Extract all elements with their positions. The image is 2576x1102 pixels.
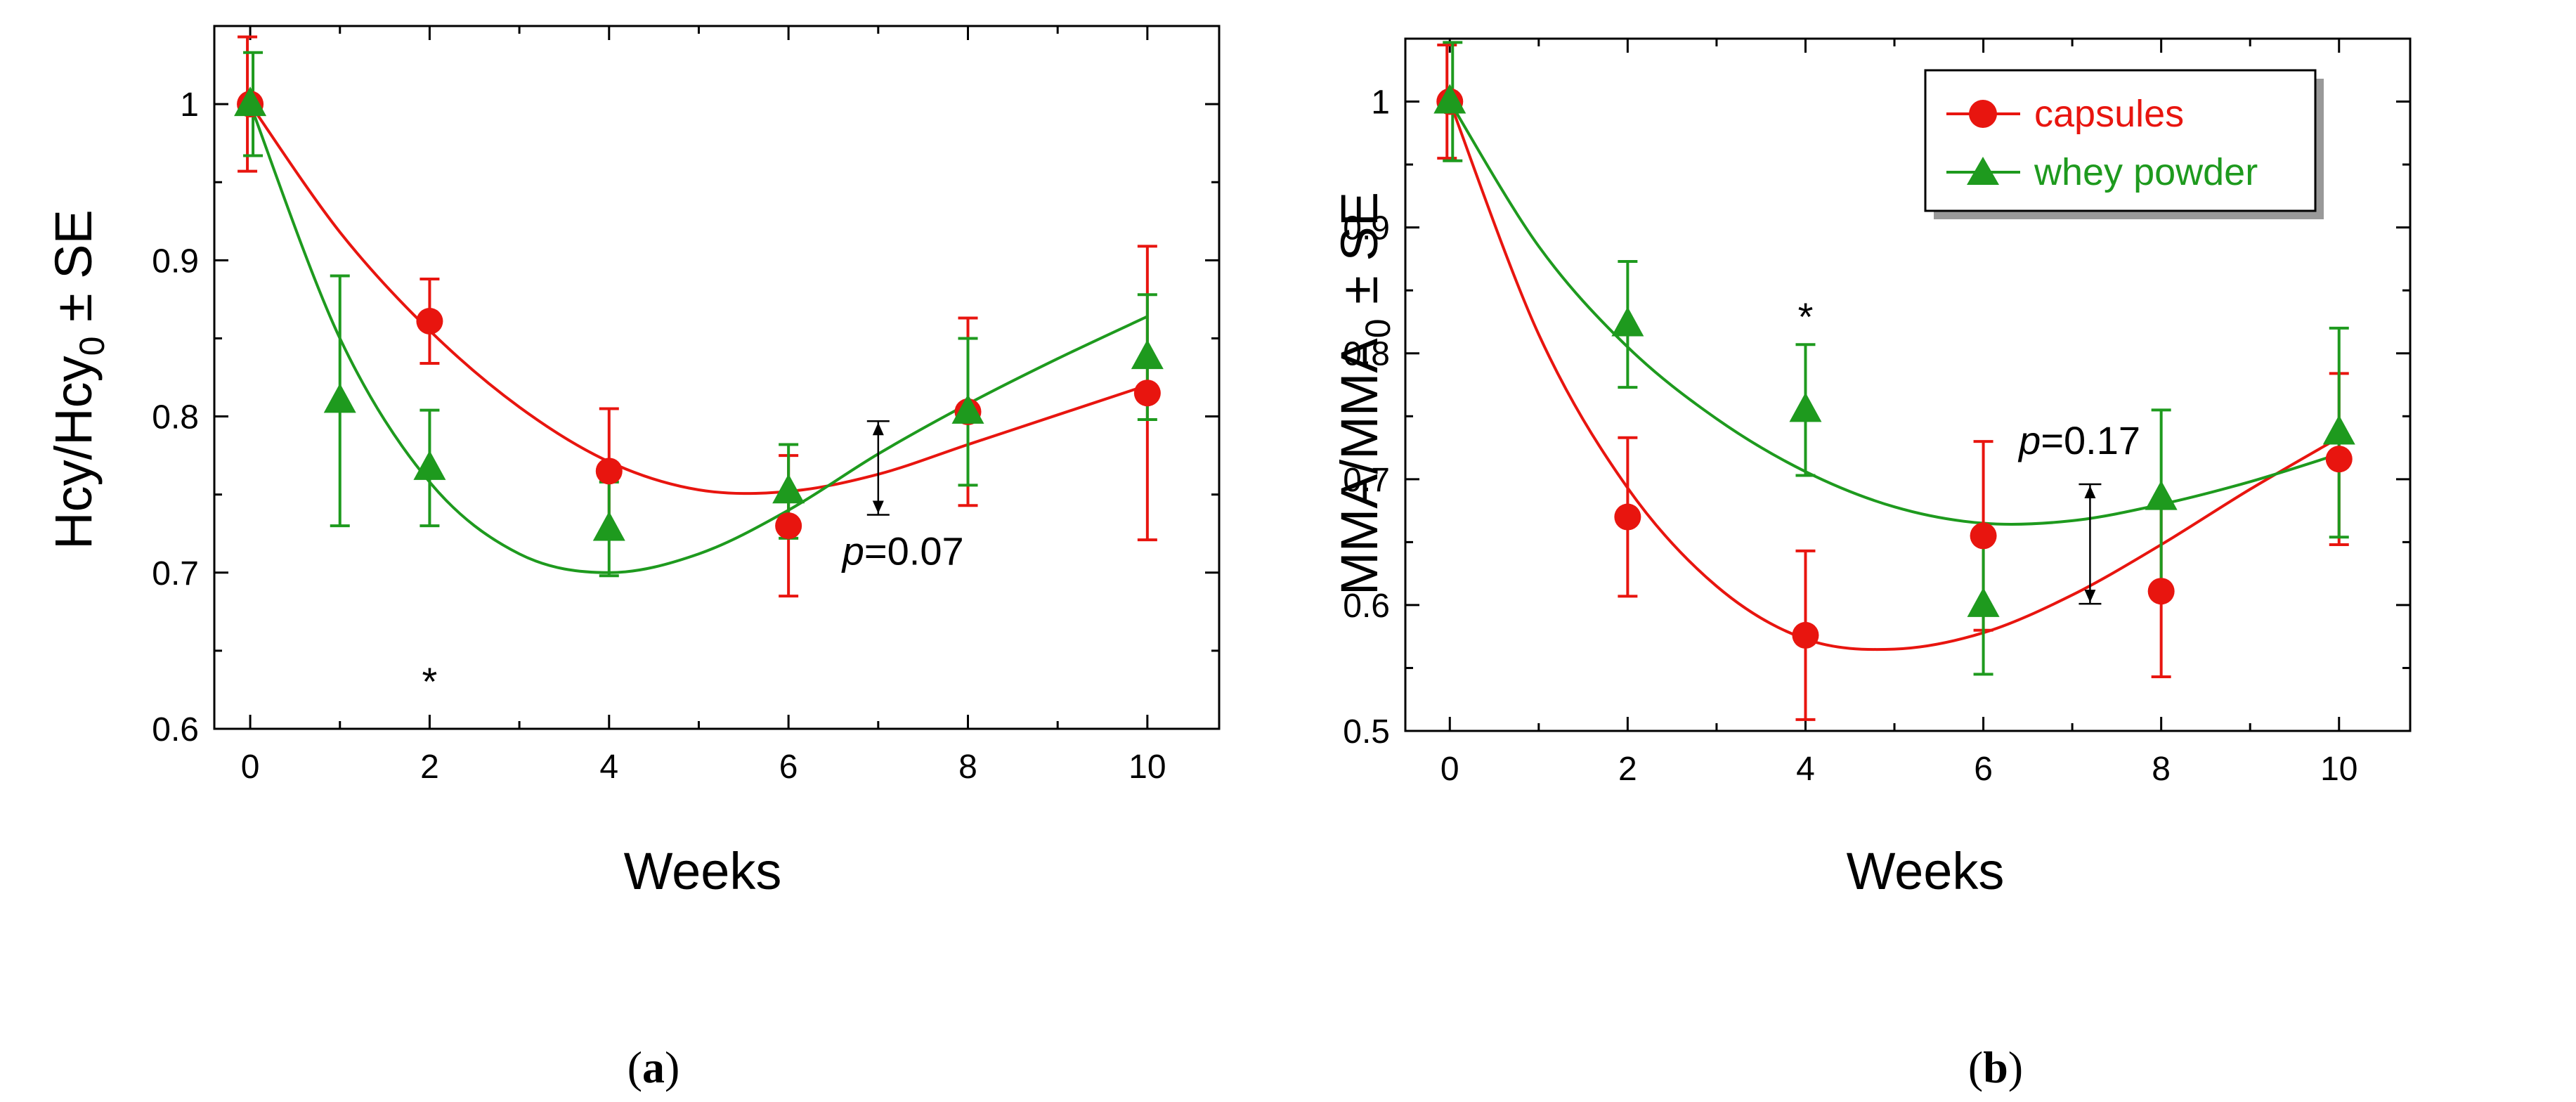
fit-curve-capsules xyxy=(1448,101,2340,652)
y-tick-label-a: 0.9 xyxy=(152,242,199,280)
point-whey-powder xyxy=(1611,306,1644,337)
data-marks-a xyxy=(234,35,1164,598)
point-capsules xyxy=(1792,621,1819,649)
point-whey-powder xyxy=(323,383,356,413)
x-axis-label-b: Weeks xyxy=(1847,842,2005,900)
p-bracket-a xyxy=(866,420,890,516)
fit-curves-b xyxy=(1448,101,2340,652)
data-marks-b xyxy=(1433,41,2355,721)
y-tick-label-b: 0.7 xyxy=(1343,462,1390,499)
p-value-a: p=0.07 xyxy=(841,529,964,573)
plot-frame-b xyxy=(1404,37,2412,732)
plot-frame-a xyxy=(213,25,1221,730)
x-tick-label-a: 4 xyxy=(599,748,618,786)
legend-box xyxy=(1924,69,2317,212)
legend-marker-capsules xyxy=(1969,100,1997,128)
bracket-arrow-up xyxy=(872,422,884,436)
y-tick-label-a: 0.7 xyxy=(152,555,199,592)
fit-curve-whey-powder xyxy=(1448,101,2340,526)
significance-star-a: * xyxy=(422,659,438,704)
point-whey-powder xyxy=(951,394,984,424)
point-whey-powder xyxy=(772,474,805,504)
y-tick-label-a: 0.6 xyxy=(152,711,199,748)
fit-curves-a xyxy=(249,103,1148,574)
point-capsules xyxy=(1614,503,1641,531)
point-whey-powder xyxy=(2145,480,2178,510)
panel-label-a: (a) xyxy=(627,1042,680,1092)
y-tick-label-a: 0.8 xyxy=(152,399,199,436)
x-tick-label-b: 2 xyxy=(1618,751,1637,788)
x-tick-label-b: 0 xyxy=(1440,751,1459,788)
panel-label-b: (b) xyxy=(1968,1042,2023,1092)
legend-label-capsules: capsules xyxy=(2034,93,2184,135)
x-tick-label-b: 10 xyxy=(2320,751,2357,788)
point-whey-powder xyxy=(1433,84,1466,114)
x-tick-label-b: 4 xyxy=(1796,751,1815,788)
point-capsules xyxy=(1970,522,1997,550)
y-axis-label-a: Hcy/Hcy0 ± SE xyxy=(44,209,112,550)
point-whey-powder xyxy=(1967,587,2000,617)
bracket-arrow-down xyxy=(2084,590,2096,603)
y-tick-label-b: 0.5 xyxy=(1343,713,1390,751)
bracket-arrow-up xyxy=(2084,485,2096,498)
chart-panel-a: 0 2 4 6 8 10 0.6 0.7 0.8 0.9 1 p=0.07 * Weeks Hcy/… xyxy=(44,25,1221,1092)
axis-ticks-b: 0 2 4 6 8 10 0.5 0.6 0.7 0.8 0.9 1 xyxy=(1343,37,2410,788)
fit-curve-whey-powder xyxy=(249,103,1148,574)
x-tick-label-a: 6 xyxy=(779,748,798,786)
point-whey-powder xyxy=(413,450,446,480)
x-tick-label-a: 10 xyxy=(1128,748,1166,786)
point-whey-powder xyxy=(1789,392,1822,422)
point-capsules xyxy=(2147,578,2175,605)
legend: capsules whey powder xyxy=(1924,69,2324,219)
axis-ticks-a: 0 2 4 6 8 10 0.6 0.7 0.8 0.9 1 xyxy=(152,25,1219,786)
significance-star-b: * xyxy=(1798,294,1814,339)
x-tick-label-a: 2 xyxy=(420,748,439,786)
p-bracket-b xyxy=(2079,483,2102,605)
y-tick-label-b: 0.6 xyxy=(1343,588,1390,625)
x-tick-label-a: 8 xyxy=(958,748,977,786)
point-whey-powder xyxy=(2322,415,2355,445)
fit-curve-capsules xyxy=(249,103,1148,495)
chart-panel-b: 0 2 4 6 8 10 0.5 0.6 0.7 0.8 0.9 1 p=0.17 * Weeks M… xyxy=(1330,37,2412,1092)
point-whey-powder xyxy=(234,86,267,117)
x-tick-label-b: 6 xyxy=(1974,751,1993,788)
y-tick-label-a: 1 xyxy=(180,86,199,124)
point-capsules xyxy=(416,308,443,335)
y-tick-label-b: 0.8 xyxy=(1343,336,1390,373)
p-value-b: p=0.17 xyxy=(2017,418,2140,462)
legend-marker-whey xyxy=(1967,157,1999,185)
y-tick-label-b: 0.9 xyxy=(1343,210,1390,247)
bracket-arrow-down xyxy=(872,500,884,514)
y-tick-label-b: 1 xyxy=(1371,84,1390,122)
point-capsules xyxy=(2325,446,2353,473)
y-axis-label-b: MMA/MMA0 ± SE xyxy=(1330,192,1398,595)
legend-label-whey: whey powder xyxy=(2034,151,2258,193)
point-whey-powder xyxy=(1131,339,1164,370)
point-whey-powder xyxy=(592,511,625,541)
x-tick-label-b: 8 xyxy=(2152,751,2171,788)
point-capsules xyxy=(775,512,802,540)
x-tick-label-a: 0 xyxy=(241,748,260,786)
point-capsules xyxy=(595,458,623,485)
point-capsules xyxy=(1133,380,1161,407)
x-axis-label-a: Weeks xyxy=(624,842,782,900)
